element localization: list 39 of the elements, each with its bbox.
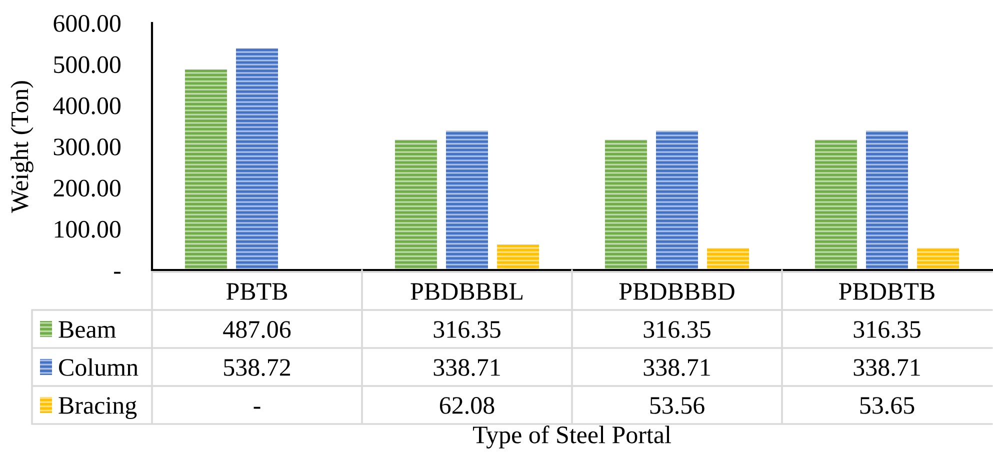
y-tick-label: 100.00: [54, 220, 120, 238]
y-axis-title: Weight (Ton): [10, 81, 34, 213]
data-label: 53.65: [860, 397, 914, 414]
bar: [707, 248, 750, 270]
x-tick-label: PBTB: [226, 283, 288, 300]
y-tick-label: 600.00: [54, 15, 120, 32]
legend-label: Bracing: [58, 397, 137, 420]
x-tick-label: PBDBBBL: [410, 283, 522, 300]
bar: [656, 130, 698, 270]
y-tick-label: 500.00: [54, 56, 120, 74]
bar: [917, 248, 960, 270]
data-label: 338.71: [434, 359, 500, 376]
data-label: 338.71: [854, 359, 920, 376]
legend-label: Beam: [58, 321, 116, 338]
x-tick-label: PBDBBBD: [619, 283, 734, 300]
x-tick-label: PBDBTB: [839, 283, 934, 300]
data-label: 62.08: [440, 397, 494, 414]
data-label: 316.35: [644, 321, 710, 338]
data-label: 538.72: [224, 359, 290, 376]
text: Type of Steel Portal: [473, 426, 671, 448]
legend-label: Column: [59, 358, 138, 376]
y-tick-label: 300.00: [54, 138, 120, 156]
bar: [814, 140, 857, 270]
bar: [497, 244, 540, 270]
y-tick-label: 400.00: [53, 97, 120, 114]
bar: [184, 69, 227, 270]
y-tick-label: 200.00: [54, 180, 120, 197]
bar: [866, 130, 908, 270]
data-label: 487.06: [223, 321, 291, 338]
data-label: 316.35: [854, 321, 920, 338]
data-label: 316.35: [434, 321, 500, 338]
y-tick-label: -: [114, 272, 121, 274]
data-label: 53.56: [650, 397, 704, 414]
bar: [446, 130, 488, 270]
bar: [394, 140, 437, 270]
text: -: [254, 406, 260, 409]
bar: [604, 140, 647, 270]
data-label: 338.71: [644, 359, 710, 376]
bar: [236, 48, 278, 270]
